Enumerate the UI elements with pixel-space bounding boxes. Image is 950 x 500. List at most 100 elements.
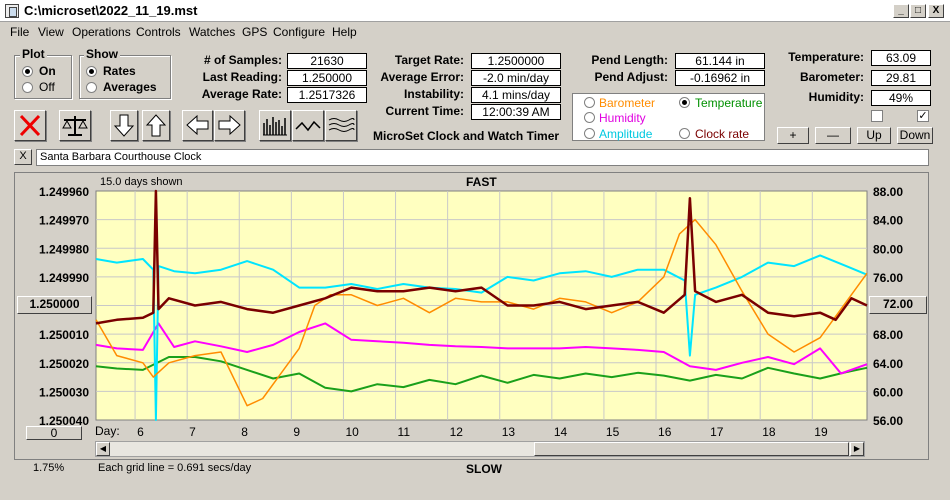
pend-adjust-label: Pend Adjust: xyxy=(594,70,668,84)
menu-file[interactable]: File xyxy=(10,25,30,39)
barometer-series-line xyxy=(95,218,868,407)
overlay-barometer-radio[interactable] xyxy=(584,97,595,108)
title-bar: C:\microset\2022_11_19.mst _ □ X xyxy=(0,0,950,22)
y-left-tick-label: 1.250020 xyxy=(39,357,89,371)
x-tick-label: 16 xyxy=(658,425,672,439)
right-arrow-icon xyxy=(218,114,241,136)
humidity-value: 49% xyxy=(871,90,931,106)
clock-name-close-button[interactable]: X xyxy=(14,149,32,165)
barometer-label: Barometer: xyxy=(799,70,864,84)
app-name: MicroSet Clock and Watch Timer xyxy=(373,129,560,143)
left-arrow-button[interactable] xyxy=(182,110,213,141)
app-icon[interactable] xyxy=(5,4,19,18)
window-title: C:\microset\2022_11_19.mst xyxy=(24,3,198,18)
center-temp-button[interactable]: 72.00 xyxy=(869,296,927,314)
menu-help[interactable]: Help xyxy=(332,25,357,39)
plot-off-label: Off xyxy=(39,80,55,94)
y-right-tick-label: 80.00 xyxy=(873,242,903,256)
clock-name-field[interactable]: Santa Barbara Courthouse Clock xyxy=(36,149,929,166)
y-right-tick-label: 60.00 xyxy=(873,385,903,399)
plot-off-radio[interactable] xyxy=(22,82,33,93)
overlay-select-box xyxy=(572,93,765,141)
slow-label: SLOW xyxy=(466,462,502,476)
grid-note: Each grid line = 0.691 secs/day xyxy=(98,462,252,474)
humidity-checkbox-2[interactable]: ✓ xyxy=(917,110,929,122)
scale-minus-button[interactable]: — xyxy=(815,127,851,144)
bar-graph-button[interactable] xyxy=(259,110,291,141)
overlay-humidity-label: Humidity xyxy=(599,111,646,125)
scroll-thumb[interactable] xyxy=(534,442,849,456)
instability-label: Instability: xyxy=(403,87,464,101)
reset-zero-button[interactable]: 0 xyxy=(26,426,82,440)
menu-configure[interactable]: Configure xyxy=(273,25,326,39)
maximize-button[interactable]: □ xyxy=(910,4,926,18)
humidity-checkbox-1[interactable] xyxy=(871,110,883,122)
clear-button[interactable] xyxy=(14,110,46,141)
average-rate-label: Average Rate: xyxy=(201,87,282,101)
x-tick-label: 15 xyxy=(606,425,620,439)
red-x-icon xyxy=(19,114,41,137)
target-rate-label: Target Rate: xyxy=(394,53,464,67)
menu-controls[interactable]: Controls xyxy=(136,25,181,39)
current-time-value: 12:00:39 AM xyxy=(471,104,561,120)
overlay-clock-rate-radio[interactable] xyxy=(679,128,690,139)
current-time-label: Current Time: xyxy=(385,104,464,118)
plot-group-title: Plot xyxy=(20,47,47,61)
y-left-tick-label: 1.249980 xyxy=(39,242,89,256)
line-graph-button[interactable] xyxy=(292,110,324,141)
scale-up-button[interactable]: Up xyxy=(857,127,891,144)
x-tick-label: 12 xyxy=(450,425,464,439)
overlay-temperature-radio[interactable] xyxy=(679,97,690,108)
rate-series-line xyxy=(95,189,868,325)
pend-length-value: 61.144 in xyxy=(675,53,765,69)
overlay-amplitude-radio[interactable] xyxy=(584,128,595,139)
y-left-tick-label: 1.249960 xyxy=(39,185,89,199)
center-rate-button[interactable]: 1.250000 xyxy=(17,296,92,314)
target-rate-value: 1.2500000 xyxy=(471,53,561,69)
scale-plus-button[interactable]: + xyxy=(777,127,809,144)
scroll-left-button[interactable]: ◀ xyxy=(96,442,110,456)
samples-value: 21630 xyxy=(287,53,367,69)
x-tick-label: 8 xyxy=(241,425,248,439)
x-tick-label: 10 xyxy=(345,425,359,439)
y-right-tick-label: 76.00 xyxy=(873,271,903,285)
menu-operations[interactable]: Operations xyxy=(72,25,131,39)
temperature-series-line xyxy=(95,356,868,393)
y-left-tick-label: 1.250040 xyxy=(39,414,89,428)
menu-gps[interactable]: GPS xyxy=(242,25,268,39)
humidity-series-line xyxy=(95,322,868,375)
line-graph-icon xyxy=(295,120,321,132)
show-averages-radio[interactable] xyxy=(86,82,97,93)
percent-readout: 1.75% xyxy=(33,462,65,474)
y-left-tick-label: 1.250010 xyxy=(39,328,89,342)
y-right-tick-label: 88.00 xyxy=(873,185,903,199)
wave-lines-icon xyxy=(328,118,355,132)
scroll-right-button[interactable]: ▶ xyxy=(850,442,864,456)
average-error-value: -2.0 min/day xyxy=(471,70,561,86)
y-right-tick-label: 64.00 xyxy=(873,357,903,371)
menu-watches[interactable]: Watches xyxy=(189,25,236,39)
down-arrow-button[interactable] xyxy=(110,110,138,141)
barometer-value: 29.81 xyxy=(871,70,931,86)
x-tick-label: 6 xyxy=(137,425,144,439)
right-arrow-button[interactable] xyxy=(214,110,245,141)
menu-view[interactable]: View xyxy=(38,25,64,39)
left-arrow-icon xyxy=(186,114,209,136)
show-rates-radio[interactable] xyxy=(86,66,97,77)
close-button[interactable]: X xyxy=(928,4,944,18)
scale-down-button[interactable]: Down xyxy=(897,127,933,144)
instability-value: 4.1 mins/day xyxy=(471,87,561,103)
minimize-button[interactable]: _ xyxy=(893,4,909,18)
y-right-tick-label: 68.00 xyxy=(873,328,903,342)
up-arrow-button[interactable] xyxy=(142,110,170,141)
multi-line-graph-button[interactable] xyxy=(325,110,357,141)
overlay-humidity-radio[interactable] xyxy=(584,112,595,123)
amplitude-series-line xyxy=(95,254,868,421)
balance-button[interactable] xyxy=(59,110,91,141)
x-tick-label: 17 xyxy=(710,425,724,439)
y-left-tick-label: 1.249990 xyxy=(39,271,89,285)
humidity-label: Humidity: xyxy=(808,90,864,104)
plot-on-radio[interactable] xyxy=(22,66,33,77)
bar-graph-icon xyxy=(263,117,287,136)
y-left-tick-label: 1.249970 xyxy=(39,214,89,228)
